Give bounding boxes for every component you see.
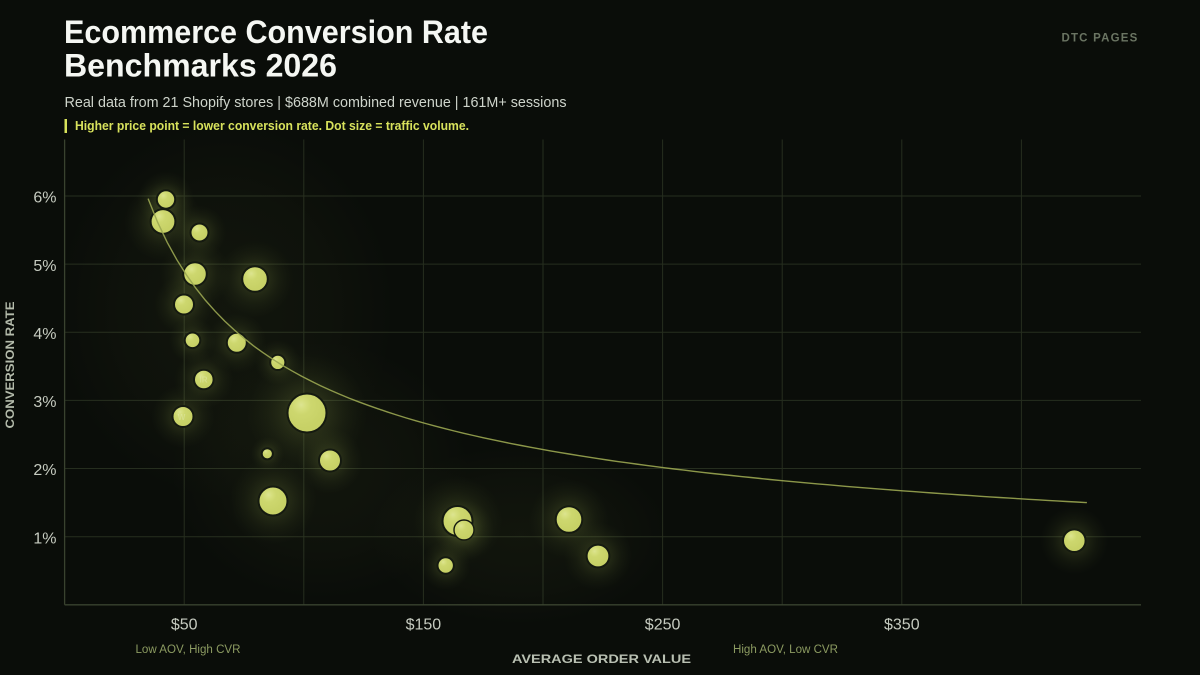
svg-text:$250: $250 — [645, 617, 681, 634]
svg-text:CONVERSION RATE: CONVERSION RATE — [5, 301, 17, 428]
svg-text:$150: $150 — [406, 617, 442, 634]
svg-text:W: W — [178, 413, 186, 422]
svg-text:5%: 5% — [33, 258, 56, 275]
svg-text:AVERAGE ORDER VALUE: AVERAGE ORDER VALUE — [512, 652, 691, 666]
svg-text:Ecommerce Conversion Rate: Ecommerce Conversion Rate — [64, 14, 488, 50]
svg-text:Low AOV, High CVR: Low AOV, High CVR — [136, 644, 241, 656]
svg-text:1%: 1% — [33, 530, 56, 547]
svg-text:Real data from 21 Shopify stor: Real data from 21 Shopify stores | $688M… — [65, 94, 567, 111]
svg-text:6%: 6% — [33, 190, 56, 207]
svg-text:IR: IR — [200, 376, 208, 385]
svg-text:3%: 3% — [33, 394, 56, 411]
svg-text:Higher price point = lower con: Higher price point = lower conversion ra… — [75, 118, 469, 133]
svg-text:2%: 2% — [33, 462, 56, 479]
svg-text:High AOV, Low CVR: High AOV, Low CVR — [733, 644, 838, 656]
svg-text:$50: $50 — [171, 617, 198, 634]
svg-text:Benchmarks 2026: Benchmarks 2026 — [64, 48, 337, 84]
svg-text:DTC PAGES: DTC PAGES — [1061, 33, 1138, 45]
svg-text:4%: 4% — [33, 326, 56, 343]
svg-text:$350: $350 — [884, 617, 920, 634]
